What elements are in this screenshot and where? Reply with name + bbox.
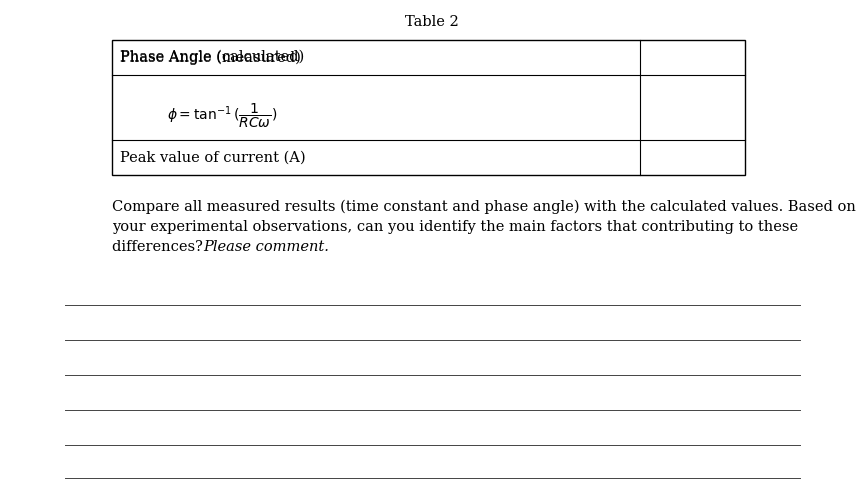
Text: Compare all measured results (time constant and phase angle) with the calculated: Compare all measured results (time const… xyxy=(112,200,856,214)
Text: Phase Angle (measured): Phase Angle (measured) xyxy=(120,50,301,65)
Text: $\phi = \tan^{-1}(\dfrac{1}{RC\omega})$: $\phi = \tan^{-1}(\dfrac{1}{RC\omega})$ xyxy=(167,101,277,130)
Bar xyxy=(112,40,745,175)
Text: differences?: differences? xyxy=(112,240,207,254)
Text: Table 2: Table 2 xyxy=(405,15,458,29)
Text: Phase Angle (calculated): Phase Angle (calculated) xyxy=(120,50,305,64)
Text: Please comment.: Please comment. xyxy=(203,240,329,254)
Text: your experimental observations, can you identify the main factors that contribut: your experimental observations, can you … xyxy=(112,220,798,234)
Text: Peak value of current (A): Peak value of current (A) xyxy=(120,150,306,164)
